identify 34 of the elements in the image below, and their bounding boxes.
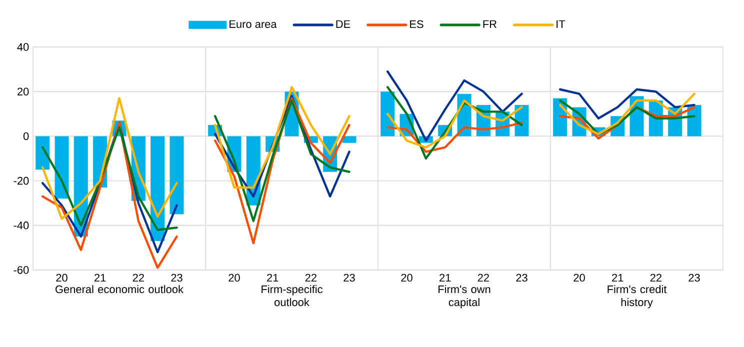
legend-label: FR: [483, 20, 496, 28]
x-tick-label: 22: [650, 274, 662, 282]
legend-label: Euro area: [230, 20, 277, 28]
x-tick-label: 21: [440, 274, 451, 282]
y-tick-label: 0: [23, 132, 29, 140]
legend-label: DE: [336, 20, 350, 28]
x-axis-title: Firm-specific outlook: [262, 285, 323, 306]
x-tick-label: 22: [478, 274, 489, 282]
x-tick-label: 21: [94, 274, 106, 282]
x-tick-label: 21: [267, 274, 278, 282]
line-series: [41, 126, 178, 231]
x-axis-title: Firm's credit history: [608, 285, 667, 308]
x-tick-label: 22: [305, 274, 316, 282]
y-tick-label: -20: [14, 176, 29, 185]
legend-label: ES: [410, 20, 424, 28]
x-tick-label: 23: [171, 274, 182, 282]
x-axis-title: General economic outlook: [56, 285, 184, 294]
x-tick-label: 23: [688, 274, 700, 282]
x-axis-title: Firm's own capital: [438, 285, 490, 308]
y-tick-label: 40: [17, 43, 29, 51]
y-tick-label: -40: [14, 222, 29, 230]
y-tick-label: 20: [18, 88, 29, 96]
x-tick-label: 20: [401, 274, 412, 282]
bar: [380, 92, 395, 136]
x-tick-label: 20: [56, 274, 68, 282]
y-tick-label: -60: [14, 266, 29, 274]
line-series: [41, 97, 178, 220]
x-tick-label: 23: [516, 274, 528, 282]
legend-label: IT: [556, 20, 566, 28]
x-tick-label: 20: [228, 274, 240, 282]
x-tick-label: 22: [132, 274, 144, 282]
x-tick-label: 20: [574, 274, 585, 282]
x-tick-label: 21: [612, 274, 624, 282]
x-tick-label: 23: [344, 274, 355, 282]
